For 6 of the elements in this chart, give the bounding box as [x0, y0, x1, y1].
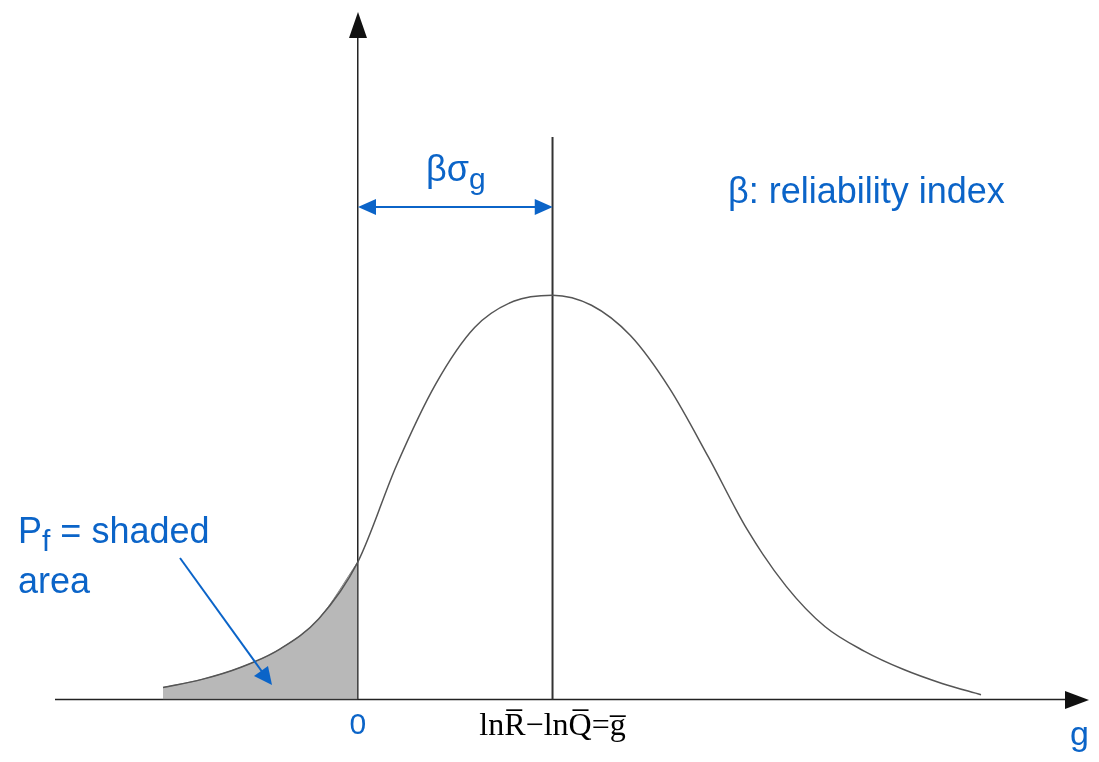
x-tick-label: lnR̅−lnQ̅=g̅	[479, 706, 627, 743]
annotation: P$_{f}$ = shaded area	[18, 510, 211, 602]
x-axis-title: g	[1070, 713, 1089, 753]
text: βσ$_{g}$	[426, 148, 486, 197]
x-tick-label: 0	[349, 706, 367, 740]
text: β: reliability index	[728, 170, 1005, 212]
